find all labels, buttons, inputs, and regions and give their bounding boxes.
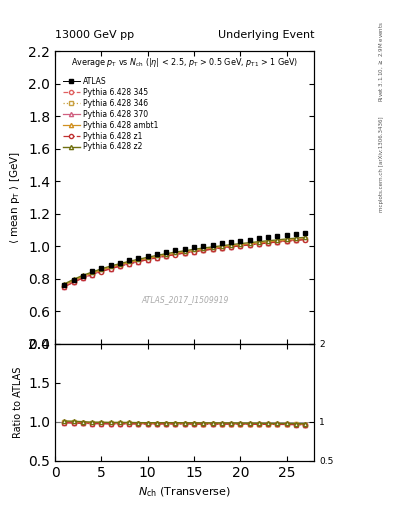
Text: Rivet 3.1.10, $\geq$ 2.9M events: Rivet 3.1.10, $\geq$ 2.9M events	[377, 21, 385, 102]
Y-axis label: $\langle$ mean p$_\mathsf{T}$ $\rangle$ [GeV]: $\langle$ mean p$_\mathsf{T}$ $\rangle$ …	[9, 151, 22, 244]
Text: ATLAS_2017_I1509919: ATLAS_2017_I1509919	[141, 295, 228, 305]
Text: 13000 GeV pp: 13000 GeV pp	[55, 30, 134, 40]
Legend: ATLAS, Pythia 6.428 345, Pythia 6.428 346, Pythia 6.428 370, Pythia 6.428 ambt1,: ATLAS, Pythia 6.428 345, Pythia 6.428 34…	[61, 75, 160, 153]
Y-axis label: Ratio to ATLAS: Ratio to ATLAS	[13, 367, 23, 438]
Text: Underlying Event: Underlying Event	[218, 30, 314, 40]
Text: mcplots.cern.ch [arXiv:1306.3436]: mcplots.cern.ch [arXiv:1306.3436]	[379, 116, 384, 211]
X-axis label: $N_\mathsf{ch}$ (Transverse): $N_\mathsf{ch}$ (Transverse)	[138, 485, 231, 499]
Text: Average $p_\mathsf{T}$ vs $N_\mathsf{ch}$ ($|\eta|$ < 2.5, $p_\mathsf{T}$ > 0.5 : Average $p_\mathsf{T}$ vs $N_\mathsf{ch}…	[71, 56, 298, 69]
